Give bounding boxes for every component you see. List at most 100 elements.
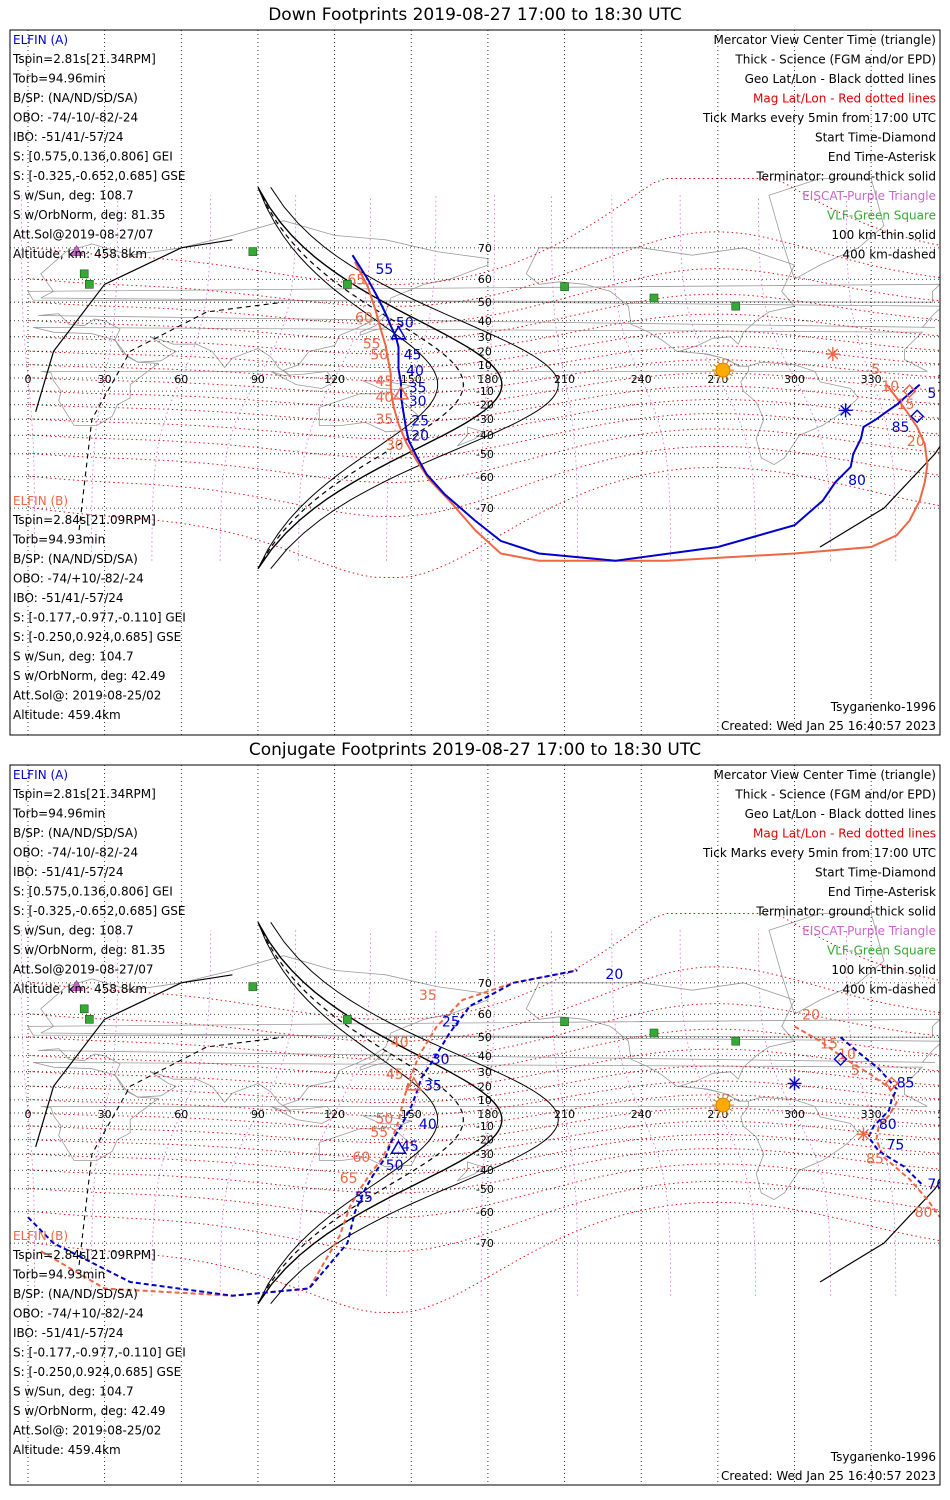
elfin-a-info-line: Tspin=2.81s[21.34RPM]	[12, 787, 156, 801]
elfin-b-tick-label: 30	[386, 438, 404, 454]
lat-tick-label: -60	[476, 1206, 494, 1219]
lat-tick-label: -70	[476, 1237, 494, 1250]
elfin-b-tick-label: 55	[363, 336, 381, 352]
panel-border	[9, 29, 941, 736]
lat-tick-label: -30	[476, 413, 494, 426]
lat-tick-label: 50	[478, 1031, 492, 1044]
elfin-b-tick-label: 85	[866, 1152, 884, 1168]
coastline	[359, 1049, 392, 1071]
mag-lat-line	[27, 1148, 940, 1194]
elfin-b-tick-label: 55	[370, 1125, 388, 1141]
elfin-b-info-line: B/SP: (NA/ND/SD/SA)	[13, 552, 138, 566]
elfin-b-tick-label: 10	[881, 379, 899, 395]
elfin-a-info-line: Att.Sol@2019-08-27/07	[13, 228, 154, 242]
mag-lat-line	[27, 330, 940, 369]
elfin-a-info-line: S w/Sun, deg: 108.7	[13, 924, 134, 938]
terminator-line	[257, 187, 465, 570]
lon-tick-label: 210	[554, 1108, 575, 1121]
coastline	[456, 426, 484, 447]
vlf-square	[248, 982, 258, 991]
elfin-b-tick-label: 15	[897, 397, 915, 413]
lon-tick-label: 30	[98, 1108, 112, 1121]
elfin-b-tick-label: 45	[375, 374, 393, 390]
elfin-b-tick-label: 35	[419, 988, 437, 1004]
elfin-a-header: ELFIN (A)	[13, 768, 68, 782]
lat-tick-label: 30	[478, 331, 492, 344]
mag-lon-line	[151, 195, 212, 561]
elfin-a-tick-label: 55	[375, 262, 393, 278]
lat-tick-label: -10	[476, 1120, 494, 1133]
sun-icon	[711, 1094, 734, 1117]
mag-lat-line	[27, 1107, 940, 1144]
lon-tick-label: 30	[98, 373, 112, 386]
terminator-east	[819, 1180, 940, 1283]
elfin-b-start-diamond	[902, 384, 917, 399]
elfin-a-view-triangle	[390, 1139, 407, 1155]
lat-tick-label: -10	[476, 385, 494, 398]
lat-tick-label: -50	[476, 1183, 494, 1196]
mag-lat-line	[27, 466, 940, 578]
elfin-b-info-line: IBO: -51/41/-57/24	[13, 1326, 124, 1340]
lat-tick-label: 40	[478, 1050, 492, 1063]
elfin-b-end-asterisk	[825, 347, 840, 362]
panel-border	[9, 764, 941, 1486]
mag-lat-line	[27, 1134, 940, 1175]
elfin-b-header: ELFIN (B)	[13, 1229, 68, 1243]
elfin-a-tick-label: 85	[897, 1076, 915, 1092]
mag-lat-line	[27, 1080, 940, 1117]
map-panel-1: 0306090120150180210240270300330360-70-60…	[9, 29, 941, 736]
terminator-line	[257, 921, 503, 1305]
elfin-a-start-diamond	[910, 409, 925, 424]
legend-line: 100 km-thin solid	[831, 228, 936, 242]
lat-tick-label: -70	[476, 502, 494, 515]
legend-line: Start Time-Diamond	[815, 866, 936, 880]
mag-lat-line	[27, 399, 940, 440]
lat-tick-label: -20	[476, 399, 494, 412]
elfin-a-end-asterisk	[838, 403, 853, 418]
lon-tick-label: 60	[174, 1108, 188, 1121]
legend-line: Tick Marks every 5min from 17:00 UTC	[702, 111, 936, 125]
elfin-a-header: ELFIN (A)	[13, 33, 68, 47]
elfin-a-start-diamond	[833, 1052, 848, 1067]
coastline	[270, 370, 336, 389]
mag-lat-line	[27, 428, 940, 483]
lon-tick-label: 300	[784, 1108, 805, 1121]
map-area: 0306090120150180210240270300330360-70-60…	[10, 765, 940, 1485]
elfin-b-tick-label: 20	[907, 434, 925, 450]
lat-tick-label: 10	[478, 1094, 492, 1107]
map-panel-2: 0306090120150180210240270300330360-70-60…	[9, 764, 941, 1486]
vlf-square	[343, 280, 352, 289]
elfin-b-tick-label: 5	[851, 1063, 860, 1079]
elfin-b-tick-label: 65	[340, 1171, 358, 1187]
legend-line: Thick - Science (FGM and/or EPD)	[734, 788, 936, 802]
terminator-west	[35, 239, 233, 412]
vlf-square	[85, 1015, 94, 1024]
lat-tick-label: 70	[478, 977, 492, 990]
lat-tick-label: 60	[478, 273, 492, 286]
vlf-square	[731, 1036, 741, 1046]
vlf-square	[343, 1015, 352, 1024]
elfin-a-info-line: Torb=94.96min	[12, 72, 105, 86]
lat-tick-label: 20	[478, 1080, 492, 1093]
mag-lat-line	[27, 178, 940, 286]
lon-tick-label: 120	[324, 373, 345, 386]
mag-lat-line	[27, 966, 940, 1042]
elfin-b-info-line: Att.Sol@: 2019-08-25/02	[13, 1424, 161, 1438]
elfin-a-track	[351, 254, 921, 562]
legend-line: Thick - Science (FGM and/or EPD)	[734, 53, 936, 67]
elfin-b-tick-label: 40	[391, 1035, 409, 1051]
legend-line: 100 km-thin solid	[831, 963, 936, 977]
elfin-a-tick-label: 55	[355, 1190, 373, 1206]
elfin-b-info-line: Tspin=2.84s[21.09RPM]	[12, 513, 156, 527]
lat-tick-label: -60	[476, 471, 494, 484]
terminator-west-dashed	[78, 1036, 284, 1266]
elfin-a-info-line: Torb=94.96min	[12, 807, 105, 821]
terminator-line	[270, 922, 559, 1305]
elfin-b-info-line: S: [-0.177,-0.977,-0.110] GEI	[13, 611, 186, 625]
legend-line: EISCAT-Purple Triangle	[802, 189, 936, 203]
lon-tick-label: 0	[25, 373, 32, 386]
legend-line: VLF-Green Square	[827, 209, 936, 223]
elfin-a-tick-label: 30	[409, 394, 427, 410]
lat-tick-label: 60	[478, 1008, 492, 1021]
